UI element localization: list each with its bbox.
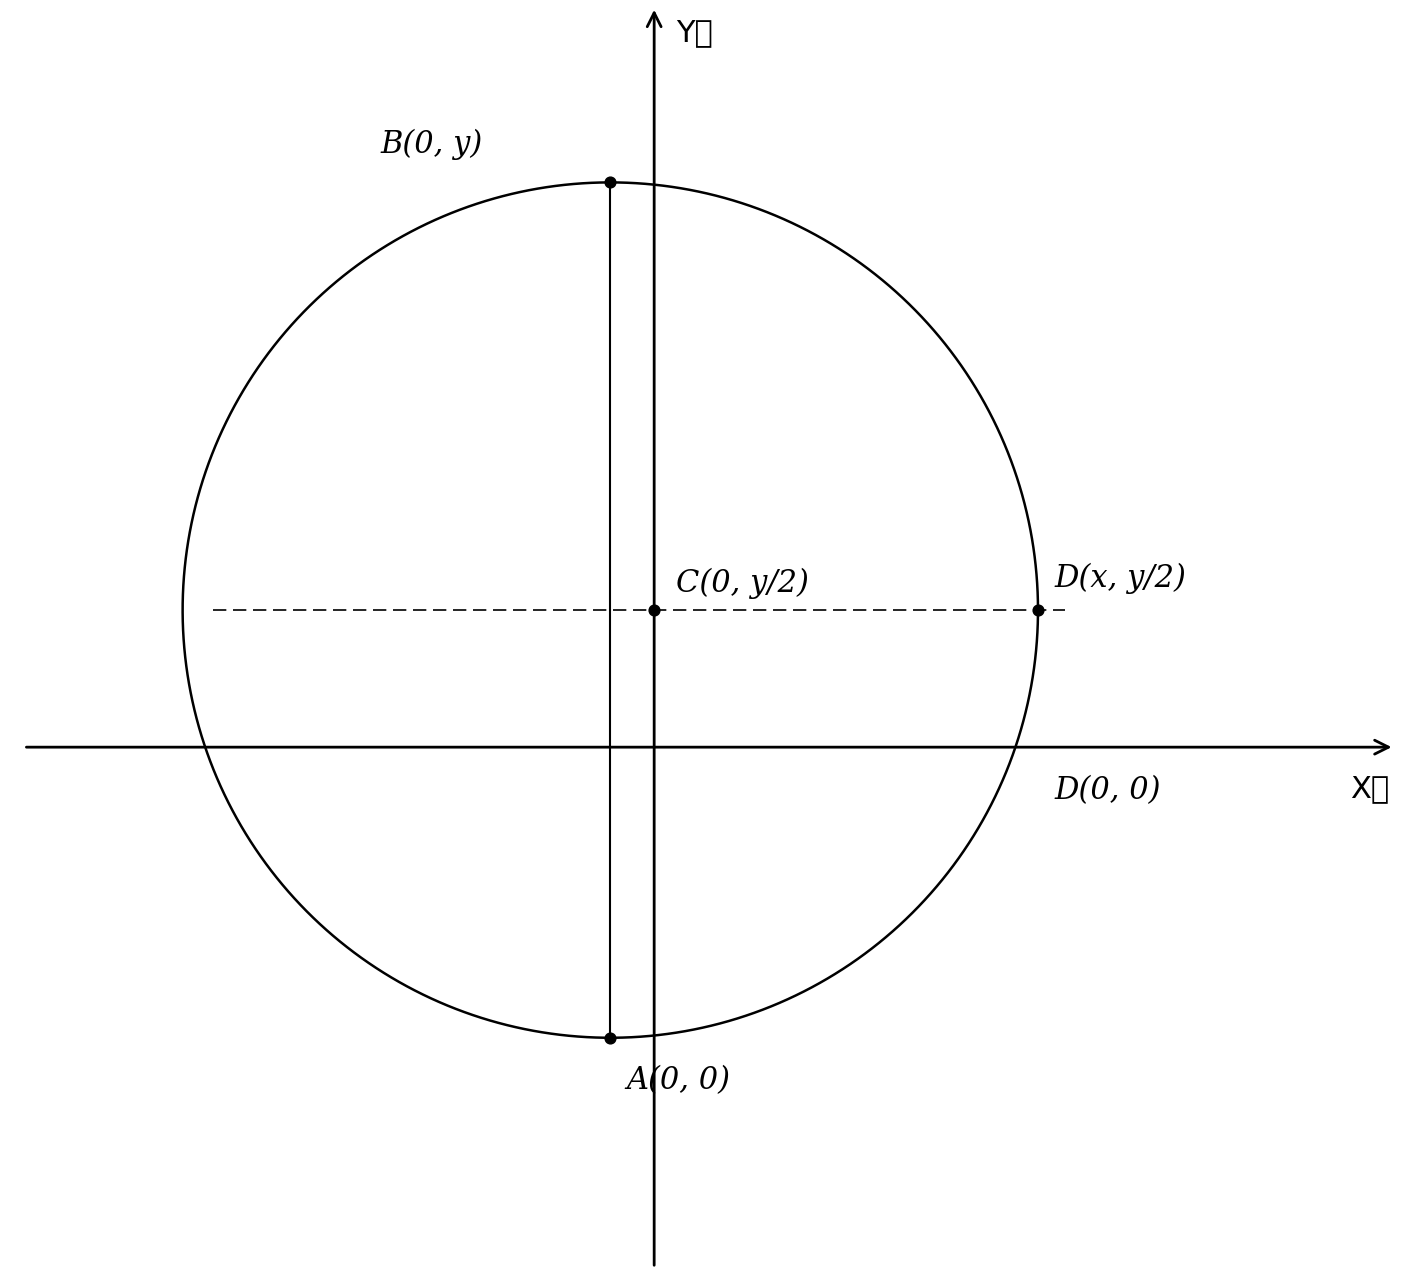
Text: D(x, y/2): D(x, y/2) [1055,562,1187,594]
Text: A(0, 0): A(0, 0) [627,1065,730,1096]
Text: Y向: Y向 [676,18,713,47]
Text: D(0, 0): D(0, 0) [1055,775,1161,806]
Point [598,172,621,193]
Point [1027,599,1049,620]
Text: C(0, y/2): C(0, y/2) [676,567,810,599]
Text: B(0, y): B(0, y) [380,129,482,161]
Point [598,1028,621,1048]
Point [642,599,665,620]
Text: X向: X向 [1350,775,1388,803]
